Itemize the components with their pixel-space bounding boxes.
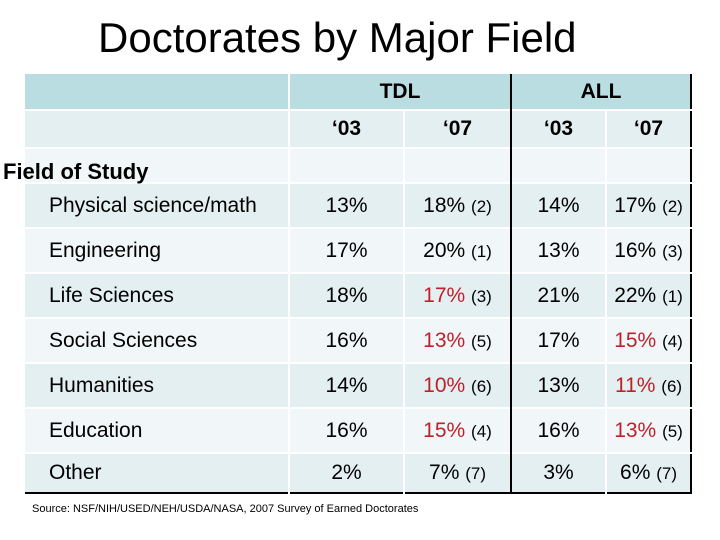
- table-row: Social Sciences 16% 13% (5) 17% 15% (4): [23, 317, 692, 363]
- tdl-07-value: 10%: [423, 373, 466, 397]
- all-07-cell: 11% (6): [605, 362, 692, 408]
- field-name: Life Sciences: [23, 272, 289, 318]
- field-name: Social Sciences: [23, 317, 289, 363]
- field-of-study-header: Field of Study: [3, 158, 149, 184]
- tdl-07-cell: 13% (5): [402, 317, 512, 363]
- tdl-03-value: 13%: [288, 182, 404, 228]
- table-row: Life Sciences 18% 17% (3) 21% 22% (1): [23, 272, 692, 318]
- field-name: Humanities: [23, 362, 289, 408]
- tdl-03-value: 2%: [288, 452, 404, 493]
- year-all-03: ‘03: [510, 109, 607, 148]
- tdl-07-rank: (7): [465, 464, 486, 483]
- tdl-07-value: 7%: [429, 461, 460, 484]
- all-03-value: 21%: [510, 272, 607, 318]
- all-07-value: 6%: [620, 461, 651, 484]
- table-row: Education 16% 15% (4) 16% 13% (5): [23, 407, 692, 453]
- all-07-value: 16%: [614, 238, 657, 262]
- tdl-07-cell: 15% (4): [402, 407, 512, 453]
- tdl-07-rank: (3): [471, 286, 492, 306]
- doctorates-table: TDL ALL ‘03 ‘07 ‘03 ‘07 Field of Study P…: [3, 72, 693, 494]
- all-07-value: 11%: [614, 373, 656, 397]
- tdl-07-value: 17%: [423, 283, 466, 307]
- all-07-cell: 15% (4): [605, 317, 692, 363]
- tdl-03-value: 16%: [288, 407, 404, 453]
- all-07-cell: 22% (1): [605, 272, 692, 318]
- all-07-rank: (4): [662, 331, 683, 351]
- tdl-07-value: 20%: [423, 238, 466, 262]
- year-all-07: ‘07: [605, 109, 692, 148]
- tdl-07-rank: (6): [471, 376, 492, 396]
- tdl-07-cell: 17% (3): [402, 272, 512, 318]
- all-03-value: 14%: [510, 182, 607, 228]
- tdl-07-cell: 7% (7): [402, 452, 512, 493]
- source-note: Source: NSF/NIH/USED/NEH/USDA/NASA, 2007…: [32, 503, 419, 515]
- tdl-07-value: 13%: [423, 328, 466, 352]
- field-name: Other: [23, 452, 289, 493]
- tdl-07-rank: (2): [471, 196, 492, 216]
- table-row: Humanities 14% 10% (6) 13% 11% (6): [23, 362, 692, 408]
- all-07-cell: 6% (7): [605, 452, 692, 493]
- all-03-value: 16%: [510, 407, 607, 453]
- tdl-07-cell: 18% (2): [402, 182, 512, 228]
- tdl-07-rank: (4): [471, 421, 492, 441]
- all-03-value: 3%: [510, 452, 607, 493]
- tdl-03-value: 16%: [288, 317, 404, 363]
- all-07-rank: (1): [662, 286, 683, 306]
- group-header-row: TDL ALL: [23, 72, 692, 110]
- all-07-rank: (6): [661, 376, 683, 396]
- all-07-value: 17%: [614, 193, 657, 217]
- tdl-03-value: 14%: [288, 362, 404, 408]
- all-07-value: 22%: [614, 283, 657, 307]
- table-row: Other 2% 7% (7) 3% 6% (7): [23, 452, 692, 493]
- all-07-value: 13%: [614, 418, 657, 442]
- tdl-03-value: 18%: [288, 272, 404, 318]
- year-tdl-07: ‘07: [402, 109, 512, 148]
- all-07-rank: (7): [656, 464, 678, 483]
- all-03-value: 13%: [510, 362, 607, 408]
- tdl-07-cell: 10% (6): [402, 362, 512, 408]
- field-header-row: Field of Study: [3, 147, 692, 184]
- tdl-07-rank: (1): [471, 241, 492, 261]
- tdl-07-rank: (5): [471, 331, 492, 351]
- slide-title: Doctorates by Major Field: [98, 14, 577, 61]
- table-row: Physical science/math 13% 18% (2) 14% 17…: [23, 182, 692, 228]
- tdl-07-cell: 20% (1): [402, 227, 512, 273]
- year-tdl-03: ‘03: [288, 109, 404, 148]
- field-name: Education: [23, 407, 289, 453]
- all-07-rank: (2): [662, 196, 683, 216]
- all-07-cell: 17% (2): [605, 182, 692, 228]
- all-03-value: 17%: [510, 317, 607, 363]
- all-07-rank: (5): [662, 421, 683, 441]
- tdl-07-value: 18%: [423, 193, 466, 217]
- all-07-rank: (3): [662, 241, 683, 261]
- all-07-value: 15%: [614, 328, 657, 352]
- group-tdl: TDL: [287, 72, 512, 110]
- all-03-value: 13%: [510, 227, 607, 273]
- group-all: ALL: [510, 72, 692, 110]
- all-07-cell: 13% (5): [605, 407, 692, 453]
- all-07-cell: 16% (3): [605, 227, 692, 273]
- year-header-row: ‘03 ‘07 ‘03 ‘07: [23, 109, 692, 148]
- table-row: Engineering 17% 20% (1) 13% 16% (3): [23, 227, 692, 273]
- field-name: Physical science/math: [23, 182, 289, 228]
- field-name: Engineering: [23, 227, 289, 273]
- tdl-03-value: 17%: [288, 227, 404, 273]
- tdl-07-value: 15%: [423, 418, 466, 442]
